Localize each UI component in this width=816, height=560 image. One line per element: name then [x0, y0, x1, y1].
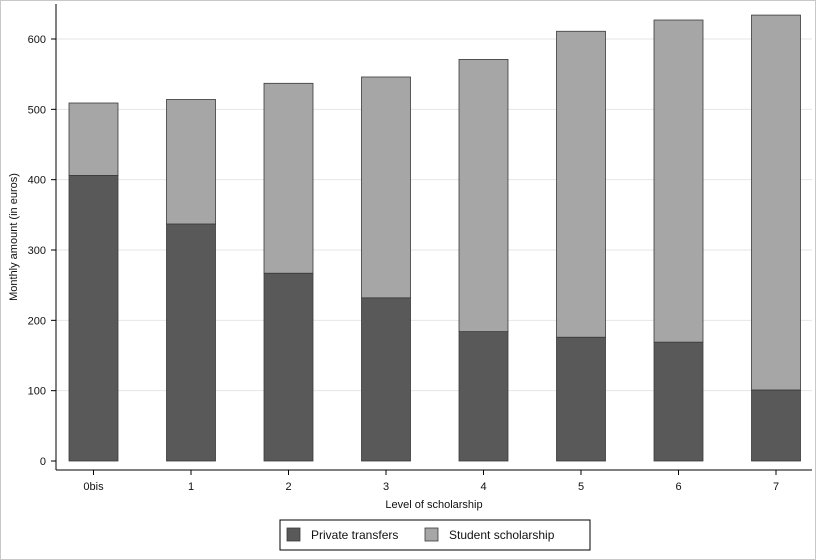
y-tick-label: 400: [28, 175, 46, 187]
bar-student-scholarship: [751, 14, 801, 391]
bar-student-scholarship: [361, 76, 411, 299]
bar-student-scholarship: [166, 99, 216, 225]
bar-private-transfers: [751, 389, 801, 462]
legend-swatch: [424, 527, 439, 542]
y-tick-label: 200: [28, 315, 46, 327]
bar-student-scholarship: [263, 82, 314, 274]
x-tick-label: 4: [480, 481, 486, 493]
bars: [68, 14, 801, 462]
bar-private-transfers: [458, 331, 509, 462]
x-axis-title: Level of scholarship: [385, 499, 482, 511]
x-tick-label: 0bis: [83, 481, 104, 493]
bar-private-transfers: [361, 297, 411, 462]
x-tick-label: 7: [773, 481, 779, 493]
bar-private-transfers: [653, 341, 704, 462]
bar-private-transfers: [263, 272, 314, 462]
legend-label: Student scholarship: [449, 528, 555, 542]
bar-student-scholarship: [68, 102, 119, 176]
x-tick-label: 1: [188, 481, 194, 493]
legend: Private transfers Student scholarship: [279, 519, 591, 551]
x-tick-label: 5: [578, 481, 584, 493]
y-tick-label: 600: [28, 34, 46, 46]
x-ticks: 0bis 1 2 3 4 5 6 7: [83, 470, 779, 493]
y-tick-label: 0: [40, 456, 46, 468]
legend-swatch: [286, 527, 301, 542]
x-tick-label: 2: [285, 481, 291, 493]
x-tick-label: 6: [675, 481, 681, 493]
bar-student-scholarship: [556, 30, 606, 338]
y-ticks: 0 100 200 300 400 500 600: [28, 34, 56, 468]
bar-private-transfers: [166, 223, 216, 462]
y-tick-label: 100: [28, 386, 46, 398]
axes: [55, 4, 812, 471]
y-axis-title: Monthly amount (in euros): [8, 173, 20, 301]
bar-student-scholarship: [653, 19, 704, 343]
bar-private-transfers: [68, 175, 119, 462]
y-tick-label: 500: [28, 104, 46, 116]
y-tick-label: 300: [28, 245, 46, 257]
legend-label: Private transfers: [311, 528, 398, 542]
x-tick-label: 3: [383, 481, 389, 493]
bar-student-scholarship: [458, 58, 509, 332]
bar-private-transfers: [556, 336, 606, 462]
